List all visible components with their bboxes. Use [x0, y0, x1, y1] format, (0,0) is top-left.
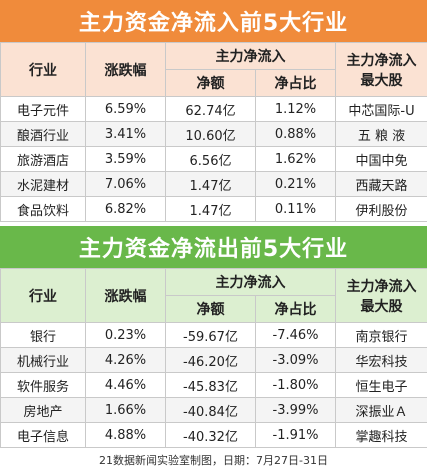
header-net-ratio: 净占比 — [255, 69, 336, 97]
cell-industry: 旅游酒店 — [0, 146, 86, 172]
table-row: 机械行业 4.26% -46.20亿 -3.09% 华宏科技 — [0, 347, 427, 373]
header-net-amount: 净额 — [165, 69, 256, 97]
cell-net-ratio: 1.12% — [255, 96, 336, 122]
cell-industry: 电子元件 — [0, 96, 86, 122]
cell-industry: 电子信息 — [0, 422, 86, 448]
cell-change: 3.59% — [85, 146, 166, 172]
header-change: 涨跌幅 — [85, 268, 166, 323]
header-net-ratio: 净占比 — [255, 295, 336, 323]
outflow-table: 行业 涨跌幅 主力净流入 主力净流入 最大股 净额 净占比 银行 0.23% -… — [0, 268, 427, 448]
header-top-stock-line1: 主力净流入 — [346, 52, 417, 69]
cell-net-ratio: -3.09% — [255, 347, 336, 373]
cell-change: 7.06% — [85, 171, 166, 197]
cell-top-stock: 恒生电子 — [335, 372, 427, 398]
cell-top-stock: 深振业Ａ — [335, 397, 427, 423]
cell-net-ratio: 0.21% — [255, 171, 336, 197]
header-top-stock: 主力净流入 最大股 — [335, 42, 427, 97]
cell-net-ratio: 0.11% — [255, 196, 336, 222]
inflow-table: 行业 涨跌幅 主力净流入 主力净流入 最大股 净额 净占比 电子元件 6.59%… — [0, 42, 427, 222]
cell-net-amount: 1.47亿 — [165, 171, 256, 197]
table-row: 电子元件 6.59% 62.74亿 1.12% 中芯国际-U — [0, 96, 427, 122]
cell-net-amount: 6.56亿 — [165, 146, 256, 172]
cell-net-amount: -59.67亿 — [165, 322, 256, 348]
table-row: 食品饮料 6.82% 1.47亿 0.11% 伊利股份 — [0, 196, 427, 222]
table-row: 软件服务 4.46% -45.83亿 -1.80% 恒生电子 — [0, 372, 427, 398]
cell-change: 6.59% — [85, 96, 166, 122]
cell-net-amount: -46.20亿 — [165, 347, 256, 373]
cell-net-ratio: 0.88% — [255, 121, 336, 147]
header-change: 涨跌幅 — [85, 42, 166, 97]
cell-industry: 水泥建材 — [0, 171, 86, 197]
cell-change: 1.66% — [85, 397, 166, 423]
header-top-stock: 主力净流入 最大股 — [335, 268, 427, 323]
cell-industry: 软件服务 — [0, 372, 86, 398]
cell-change: 3.41% — [85, 121, 166, 147]
cell-change: 4.26% — [85, 347, 166, 373]
header-industry: 行业 — [0, 268, 86, 323]
cell-net-amount: 62.74亿 — [165, 96, 256, 122]
inflow-section: 主力资金净流入前5大行业 行业 涨跌幅 主力净流入 主力净流入 最大股 净额 净… — [0, 0, 427, 222]
header-top-stock-line2: 最大股 — [360, 298, 403, 315]
cell-industry: 酿酒行业 — [0, 121, 86, 147]
cell-net-amount: 1.47亿 — [165, 196, 256, 222]
cell-change: 4.46% — [85, 372, 166, 398]
cell-industry: 房地产 — [0, 397, 86, 423]
table-row: 房地产 1.66% -40.84亿 -3.99% 深振业Ａ — [0, 397, 427, 423]
cell-net-ratio: -7.46% — [255, 322, 336, 348]
table-row: 电子信息 4.88% -40.32亿 -1.91% 掌趣科技 — [0, 422, 427, 448]
cell-industry: 机械行业 — [0, 347, 86, 373]
cell-top-stock: 西藏天路 — [335, 171, 427, 197]
inflow-title: 主力资金净流入前5大行业 — [0, 0, 427, 42]
header-main-flow: 主力净流入 — [165, 42, 336, 70]
table-row: 旅游酒店 3.59% 6.56亿 1.62% 中国中免 — [0, 146, 427, 172]
outflow-title: 主力资金净流出前5大行业 — [0, 226, 427, 268]
header-top-stock-line2: 最大股 — [360, 72, 403, 89]
cell-top-stock: 华宏科技 — [335, 347, 427, 373]
header-top-stock-line1: 主力净流入 — [346, 278, 417, 295]
table-row: 酿酒行业 3.41% 10.60亿 0.88% 五 粮 液 — [0, 121, 427, 147]
header-industry: 行业 — [0, 42, 86, 97]
cell-net-ratio: -1.80% — [255, 372, 336, 398]
cell-net-amount: 10.60亿 — [165, 121, 256, 147]
cell-change: 0.23% — [85, 322, 166, 348]
source-footer: 21数据新闻实验室制图，日期：7月27日-31日 — [99, 454, 328, 467]
cell-industry: 食品饮料 — [0, 196, 86, 222]
cell-top-stock: 南京银行 — [335, 322, 427, 348]
header-net-amount: 净额 — [165, 295, 256, 323]
cell-net-ratio: -3.99% — [255, 397, 336, 423]
table-row: 银行 0.23% -59.67亿 -7.46% 南京银行 — [0, 322, 427, 348]
cell-top-stock: 掌趣科技 — [335, 422, 427, 448]
cell-change: 4.88% — [85, 422, 166, 448]
cell-top-stock: 中芯国际-U — [335, 96, 427, 122]
cell-change: 6.82% — [85, 196, 166, 222]
cell-net-amount: -40.84亿 — [165, 397, 256, 423]
table-row: 水泥建材 7.06% 1.47亿 0.21% 西藏天路 — [0, 171, 427, 197]
cell-top-stock: 五 粮 液 — [335, 121, 427, 147]
cell-net-ratio: -1.91% — [255, 422, 336, 448]
cell-top-stock: 伊利股份 — [335, 196, 427, 222]
cell-top-stock: 中国中免 — [335, 146, 427, 172]
cell-industry: 银行 — [0, 322, 86, 348]
cell-net-ratio: 1.62% — [255, 146, 336, 172]
header-main-flow: 主力净流入 — [165, 268, 336, 296]
outflow-section: 主力资金净流出前5大行业 行业 涨跌幅 主力净流入 主力净流入 最大股 净额 净… — [0, 226, 427, 448]
cell-net-amount: -40.32亿 — [165, 422, 256, 448]
cell-net-amount: -45.83亿 — [165, 372, 256, 398]
